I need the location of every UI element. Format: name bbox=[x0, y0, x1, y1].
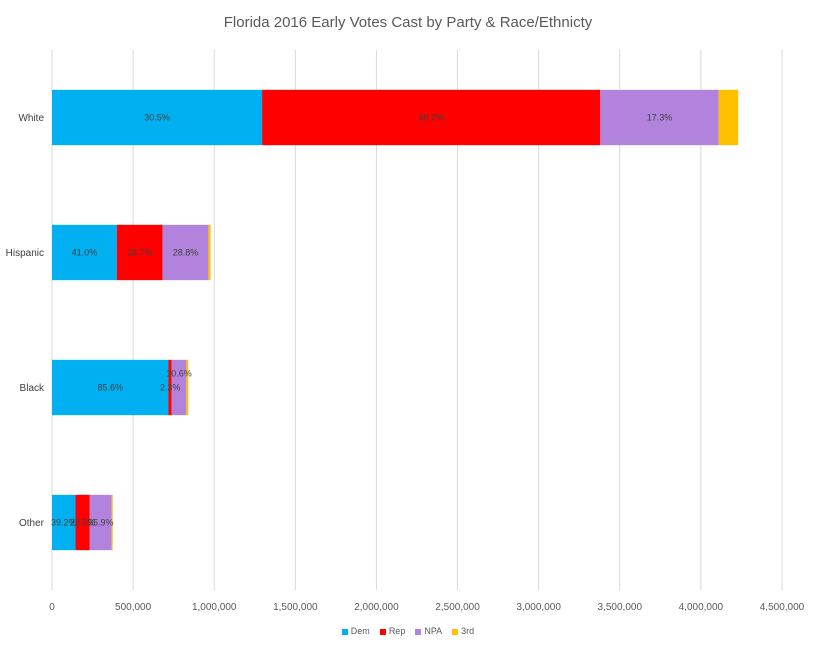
x-tick-label: 3,500,000 bbox=[598, 602, 643, 613]
category-label: Black bbox=[20, 383, 45, 394]
legend-label: 3rd bbox=[461, 626, 475, 636]
bar-rep-hispanic bbox=[116, 224, 163, 281]
x-tick-label: 1,500,000 bbox=[273, 602, 318, 613]
chart-title: Florida 2016 Early Votes Cast by Party &… bbox=[223, 14, 593, 31]
legend-item-dem: Dem bbox=[341, 626, 370, 636]
data-label: 30.5% bbox=[144, 113, 170, 123]
legend: Dem Rep NPA 3rd bbox=[0, 626, 816, 636]
x-axis-ticks: 0 500,000 1,000,000 1,500,000 2,000,000 2,500… bbox=[49, 602, 804, 613]
x-tick-label: 500,000 bbox=[115, 602, 152, 613]
category-label: Other bbox=[19, 518, 45, 529]
legend-swatch bbox=[415, 628, 422, 635]
data-label: 2.3% bbox=[160, 383, 181, 393]
bar-npa-hispanic bbox=[162, 224, 209, 281]
legend-item-rep: Rep bbox=[379, 626, 406, 636]
legend-label: Rep bbox=[388, 626, 406, 636]
bar-npa-other bbox=[89, 494, 112, 551]
bar-dem-white bbox=[52, 89, 263, 146]
x-tick-label: 4,500,000 bbox=[760, 602, 805, 613]
x-tick-label: 2,500,000 bbox=[435, 602, 480, 613]
category-label: White bbox=[18, 113, 44, 124]
bar-3rd-black bbox=[186, 359, 189, 416]
x-tick-label: 4,000,000 bbox=[679, 602, 724, 613]
data-label: 23.8% bbox=[70, 518, 96, 528]
data-label: 17.3% bbox=[647, 113, 673, 123]
bar-npa-black bbox=[171, 359, 187, 416]
category-label: Hispanic bbox=[6, 248, 44, 259]
bar-rep-white bbox=[262, 89, 601, 146]
bar-dem-hispanic bbox=[52, 224, 117, 281]
bar-3rd-other bbox=[111, 494, 113, 551]
bar-3rd-white bbox=[718, 89, 739, 146]
data-labels: 30.5% 49.2% 17.3% 41.0% 28.7% 28.8% 85.6% 2.3% 1… bbox=[51, 113, 672, 528]
bar-rep-black bbox=[168, 359, 172, 416]
x-tick-label: 3,000,000 bbox=[516, 602, 561, 613]
bar-rep-other bbox=[75, 494, 90, 551]
data-label: 39.2% bbox=[51, 518, 77, 528]
x-tick-label: 1,000,000 bbox=[192, 602, 237, 613]
data-label: 35.9% bbox=[88, 518, 114, 528]
legend-item-npa: NPA bbox=[415, 626, 442, 636]
data-label: 49.2% bbox=[418, 113, 444, 123]
x-tick-label: 2,000,000 bbox=[354, 602, 399, 613]
bar-dem-other bbox=[52, 494, 76, 551]
legend-swatch bbox=[452, 628, 459, 635]
data-label: 28.7% bbox=[127, 248, 153, 258]
data-label: 41.0% bbox=[72, 248, 98, 258]
data-label: 28.8% bbox=[173, 248, 199, 258]
x-tick-label: 0 bbox=[49, 602, 55, 613]
bar-dem-black bbox=[52, 359, 169, 416]
data-label: 85.6% bbox=[97, 383, 123, 393]
y-axis-categories: White Hispanic Black Other bbox=[6, 113, 45, 529]
legend-item-3rd: 3rd bbox=[452, 626, 474, 636]
bar-npa-white bbox=[600, 89, 719, 146]
legend-swatch bbox=[379, 628, 386, 635]
data-label: 10.6% bbox=[166, 369, 192, 379]
legend-label: Dem bbox=[350, 626, 370, 636]
legend-swatch bbox=[341, 628, 348, 635]
bars bbox=[52, 89, 739, 551]
legend-label: NPA bbox=[424, 626, 443, 636]
bar-3rd-hispanic bbox=[208, 224, 211, 281]
